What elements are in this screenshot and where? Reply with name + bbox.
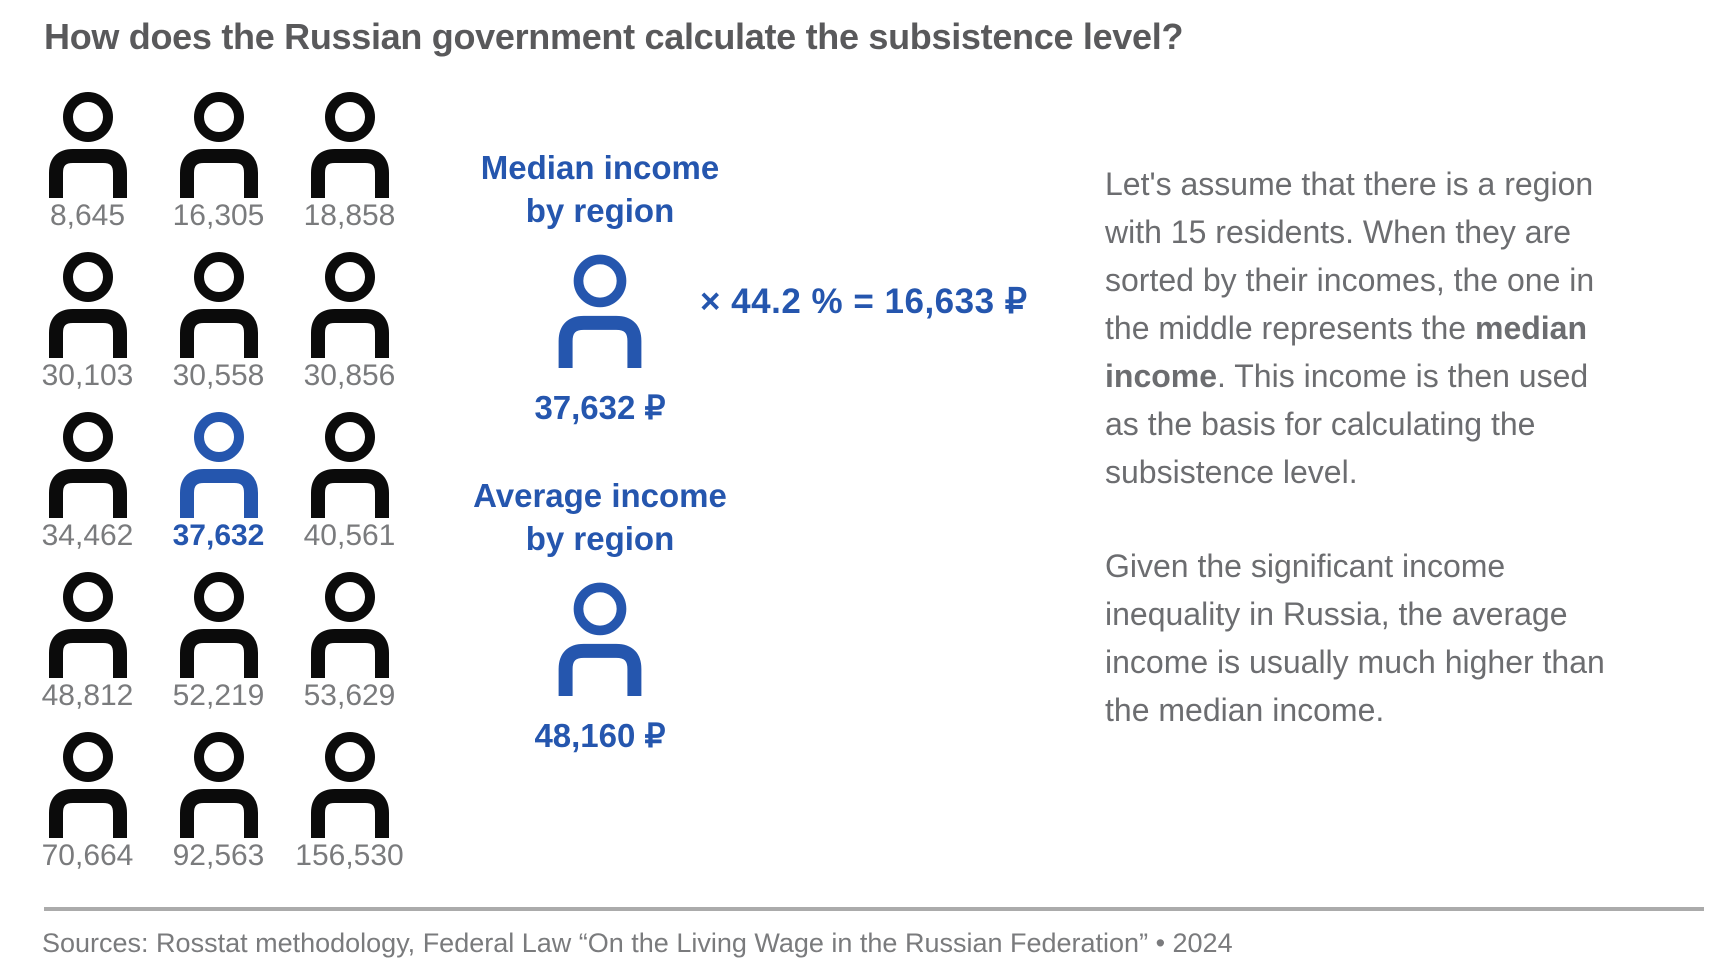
resident: 48,812 bbox=[22, 572, 153, 732]
resident: 18,858 bbox=[284, 92, 415, 252]
subsistence-formula: × 44.2 % = 16,633 ₽ bbox=[700, 282, 1028, 321]
person-icon bbox=[179, 412, 258, 518]
average-income-value: 48,160 ₽ bbox=[534, 717, 666, 754]
explanation-paragraph-1: Let's assume that there is a region with… bbox=[1105, 160, 1610, 496]
footer-divider bbox=[44, 907, 1704, 911]
median-person-icon bbox=[558, 254, 642, 368]
resident: 52,219 bbox=[153, 572, 284, 732]
residents-grid: 8,645 16,305 18,858 30,103 30,558 bbox=[22, 92, 418, 892]
person-icon bbox=[310, 252, 389, 358]
resident: 30,856 bbox=[284, 252, 415, 412]
person-icon bbox=[310, 92, 389, 198]
resident-income: 156,530 bbox=[295, 839, 404, 872]
resident-income: 8,645 bbox=[49, 199, 126, 232]
resident-income: 16,305 bbox=[172, 199, 265, 232]
resident-income: 53,629 bbox=[303, 679, 396, 712]
resident: 34,462 bbox=[22, 412, 153, 572]
person-icon bbox=[179, 252, 258, 358]
median-income-value: 37,632 ₽ bbox=[534, 389, 666, 426]
resident-income: 52,219 bbox=[172, 679, 265, 712]
median-income-block: Median income by region 37,632 ₽ bbox=[450, 146, 750, 427]
person-icon bbox=[48, 252, 127, 358]
person-icon bbox=[179, 732, 258, 838]
average-income-label: Average income by region bbox=[473, 474, 727, 560]
resident: 40,561 bbox=[284, 412, 415, 572]
explanation-text: Let's assume that there is a region with… bbox=[1105, 160, 1610, 780]
explanation-paragraph-2: Given the significant income inequality … bbox=[1105, 548, 1605, 728]
median-income-label: Median income by region bbox=[481, 146, 719, 232]
person-icon bbox=[310, 732, 389, 838]
resident-income: 92,563 bbox=[172, 839, 265, 872]
median-income-label-line1: Median income bbox=[480, 149, 720, 186]
person-icon bbox=[48, 572, 127, 678]
person-icon bbox=[310, 412, 389, 518]
average-income-block: Average income by region 48,160 ₽ bbox=[450, 474, 750, 755]
average-income-label-line2: by region bbox=[525, 520, 675, 557]
person-icon bbox=[179, 92, 258, 198]
person-icon bbox=[310, 572, 389, 678]
resident-income: 40,561 bbox=[303, 519, 396, 552]
person-icon bbox=[179, 572, 258, 678]
resident: 30,558 bbox=[153, 252, 284, 412]
resident: 8,645 bbox=[22, 92, 153, 252]
resident: 16,305 bbox=[153, 92, 284, 252]
resident-income: 37,632 bbox=[172, 519, 265, 552]
person-icon bbox=[48, 412, 127, 518]
resident: 37,632 bbox=[153, 412, 284, 572]
sources-line: Sources: Rosstat methodology, Federal La… bbox=[42, 928, 1233, 958]
resident: 53,629 bbox=[284, 572, 415, 732]
paragraph-1-pre: Let's assume that there is a region with… bbox=[1105, 166, 1595, 346]
resident: 30,103 bbox=[22, 252, 153, 412]
resident-income: 30,558 bbox=[172, 359, 265, 392]
resident-income: 18,858 bbox=[303, 199, 396, 232]
resident: 92,563 bbox=[153, 732, 284, 892]
resident-income: 70,664 bbox=[41, 839, 134, 872]
paragraph-1-post: . This income is then used as the basis … bbox=[1105, 358, 1589, 490]
resident-income: 30,103 bbox=[41, 359, 134, 392]
person-icon bbox=[48, 732, 127, 838]
median-income-label-line2: by region bbox=[525, 192, 675, 229]
resident: 156,530 bbox=[284, 732, 415, 892]
person-icon bbox=[48, 92, 127, 198]
resident: 70,664 bbox=[22, 732, 153, 892]
paragraph-1-bold-median-income: median income bbox=[1105, 310, 1588, 394]
average-income-label-line1: Average income bbox=[473, 477, 727, 514]
page-title: How does the Russian government calculat… bbox=[44, 16, 1184, 57]
resident-income: 34,462 bbox=[41, 519, 134, 552]
resident-income: 30,856 bbox=[303, 359, 396, 392]
resident-income: 48,812 bbox=[41, 679, 134, 712]
average-person-icon bbox=[558, 582, 642, 696]
